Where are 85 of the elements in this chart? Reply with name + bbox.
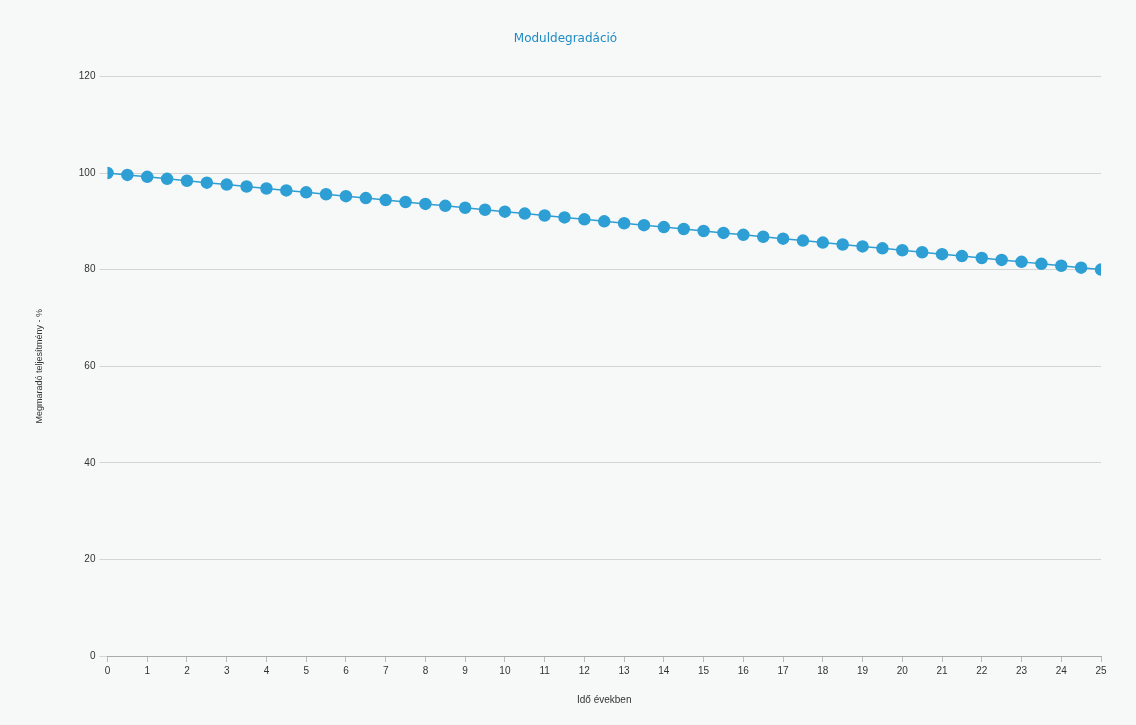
x-tick-label: 2 xyxy=(184,664,191,676)
x-tick-label: 11 xyxy=(539,664,551,676)
point xyxy=(538,209,551,222)
point xyxy=(1035,257,1048,271)
x-tick-label: 23 xyxy=(1015,664,1028,676)
point xyxy=(240,180,253,193)
point xyxy=(776,232,790,245)
point xyxy=(299,186,313,199)
point xyxy=(995,253,1008,267)
point xyxy=(280,184,293,197)
point xyxy=(1055,259,1068,272)
point xyxy=(737,228,750,242)
x-tick-label: 9 xyxy=(462,664,469,676)
point xyxy=(260,182,273,195)
point xyxy=(121,168,134,182)
x-tick-label: 25 xyxy=(1095,664,1107,676)
point xyxy=(419,197,432,211)
x-tick-label: 0 xyxy=(104,664,111,676)
point xyxy=(339,189,353,203)
point xyxy=(856,240,869,253)
point xyxy=(439,199,452,213)
x-tick-label: 13 xyxy=(618,664,631,676)
point xyxy=(478,203,492,216)
point xyxy=(756,230,770,244)
point xyxy=(558,211,571,224)
y-tick-label: 20 xyxy=(84,553,96,565)
x-tick-label: 16 xyxy=(737,664,750,676)
point xyxy=(518,207,532,220)
point xyxy=(458,201,472,215)
x-tick-label: 19 xyxy=(856,664,869,676)
y-tick-label: 120 xyxy=(78,70,96,82)
chart-title: Moduldegradáció xyxy=(513,31,618,46)
x-tick-label: 7 xyxy=(382,664,389,676)
point xyxy=(160,172,174,186)
y-tick-label: 0 xyxy=(89,649,96,661)
x-tick-label: 24 xyxy=(1055,664,1068,676)
point xyxy=(796,234,810,247)
y-tick-label: 100 xyxy=(78,166,96,178)
point xyxy=(319,188,333,201)
point xyxy=(677,222,690,236)
x-tick-label: 8 xyxy=(422,664,429,676)
point xyxy=(896,244,909,257)
x-tick-label: 1 xyxy=(144,664,151,676)
point xyxy=(697,224,710,238)
point xyxy=(717,226,730,240)
point xyxy=(498,205,512,218)
x-tick-label: 18 xyxy=(817,664,829,676)
point xyxy=(935,247,949,261)
point xyxy=(617,216,631,230)
x-tick-label: 12 xyxy=(578,664,591,676)
point xyxy=(597,215,611,228)
point xyxy=(876,242,889,255)
point xyxy=(359,191,373,205)
point xyxy=(915,245,929,259)
x-tick-label: 4 xyxy=(263,664,270,676)
point xyxy=(1015,255,1028,269)
y-tick-label: 40 xyxy=(84,456,96,468)
point xyxy=(140,170,154,184)
point xyxy=(816,236,830,249)
x-tick-label: 15 xyxy=(698,664,710,676)
point xyxy=(836,238,849,251)
point xyxy=(379,193,392,207)
point xyxy=(975,251,989,265)
x-tick-label: 21 xyxy=(936,664,949,676)
y-tick-label: 60 xyxy=(84,359,96,371)
x-tick-label: 3 xyxy=(223,664,230,676)
x-tick-label: 22 xyxy=(976,664,988,676)
x-tick-label: 6 xyxy=(343,664,350,676)
point xyxy=(955,249,969,263)
point xyxy=(180,174,194,187)
point xyxy=(637,218,651,232)
point xyxy=(200,176,214,189)
x-tick-label: 5 xyxy=(303,664,310,676)
x-tick-label: 17 xyxy=(777,664,790,676)
x-tick-label: 20 xyxy=(896,664,909,676)
y-tick-label: 80 xyxy=(84,263,96,275)
point xyxy=(578,213,591,226)
point xyxy=(1074,261,1088,274)
point xyxy=(399,195,412,209)
x-tick-label: 10 xyxy=(499,664,511,676)
point xyxy=(220,178,233,191)
x-tick-label: 14 xyxy=(658,664,670,676)
y-axis-title: Megmaradó teljesítmény - % xyxy=(33,308,44,424)
x-axis-title: Idő években xyxy=(576,693,632,705)
point xyxy=(657,220,671,234)
